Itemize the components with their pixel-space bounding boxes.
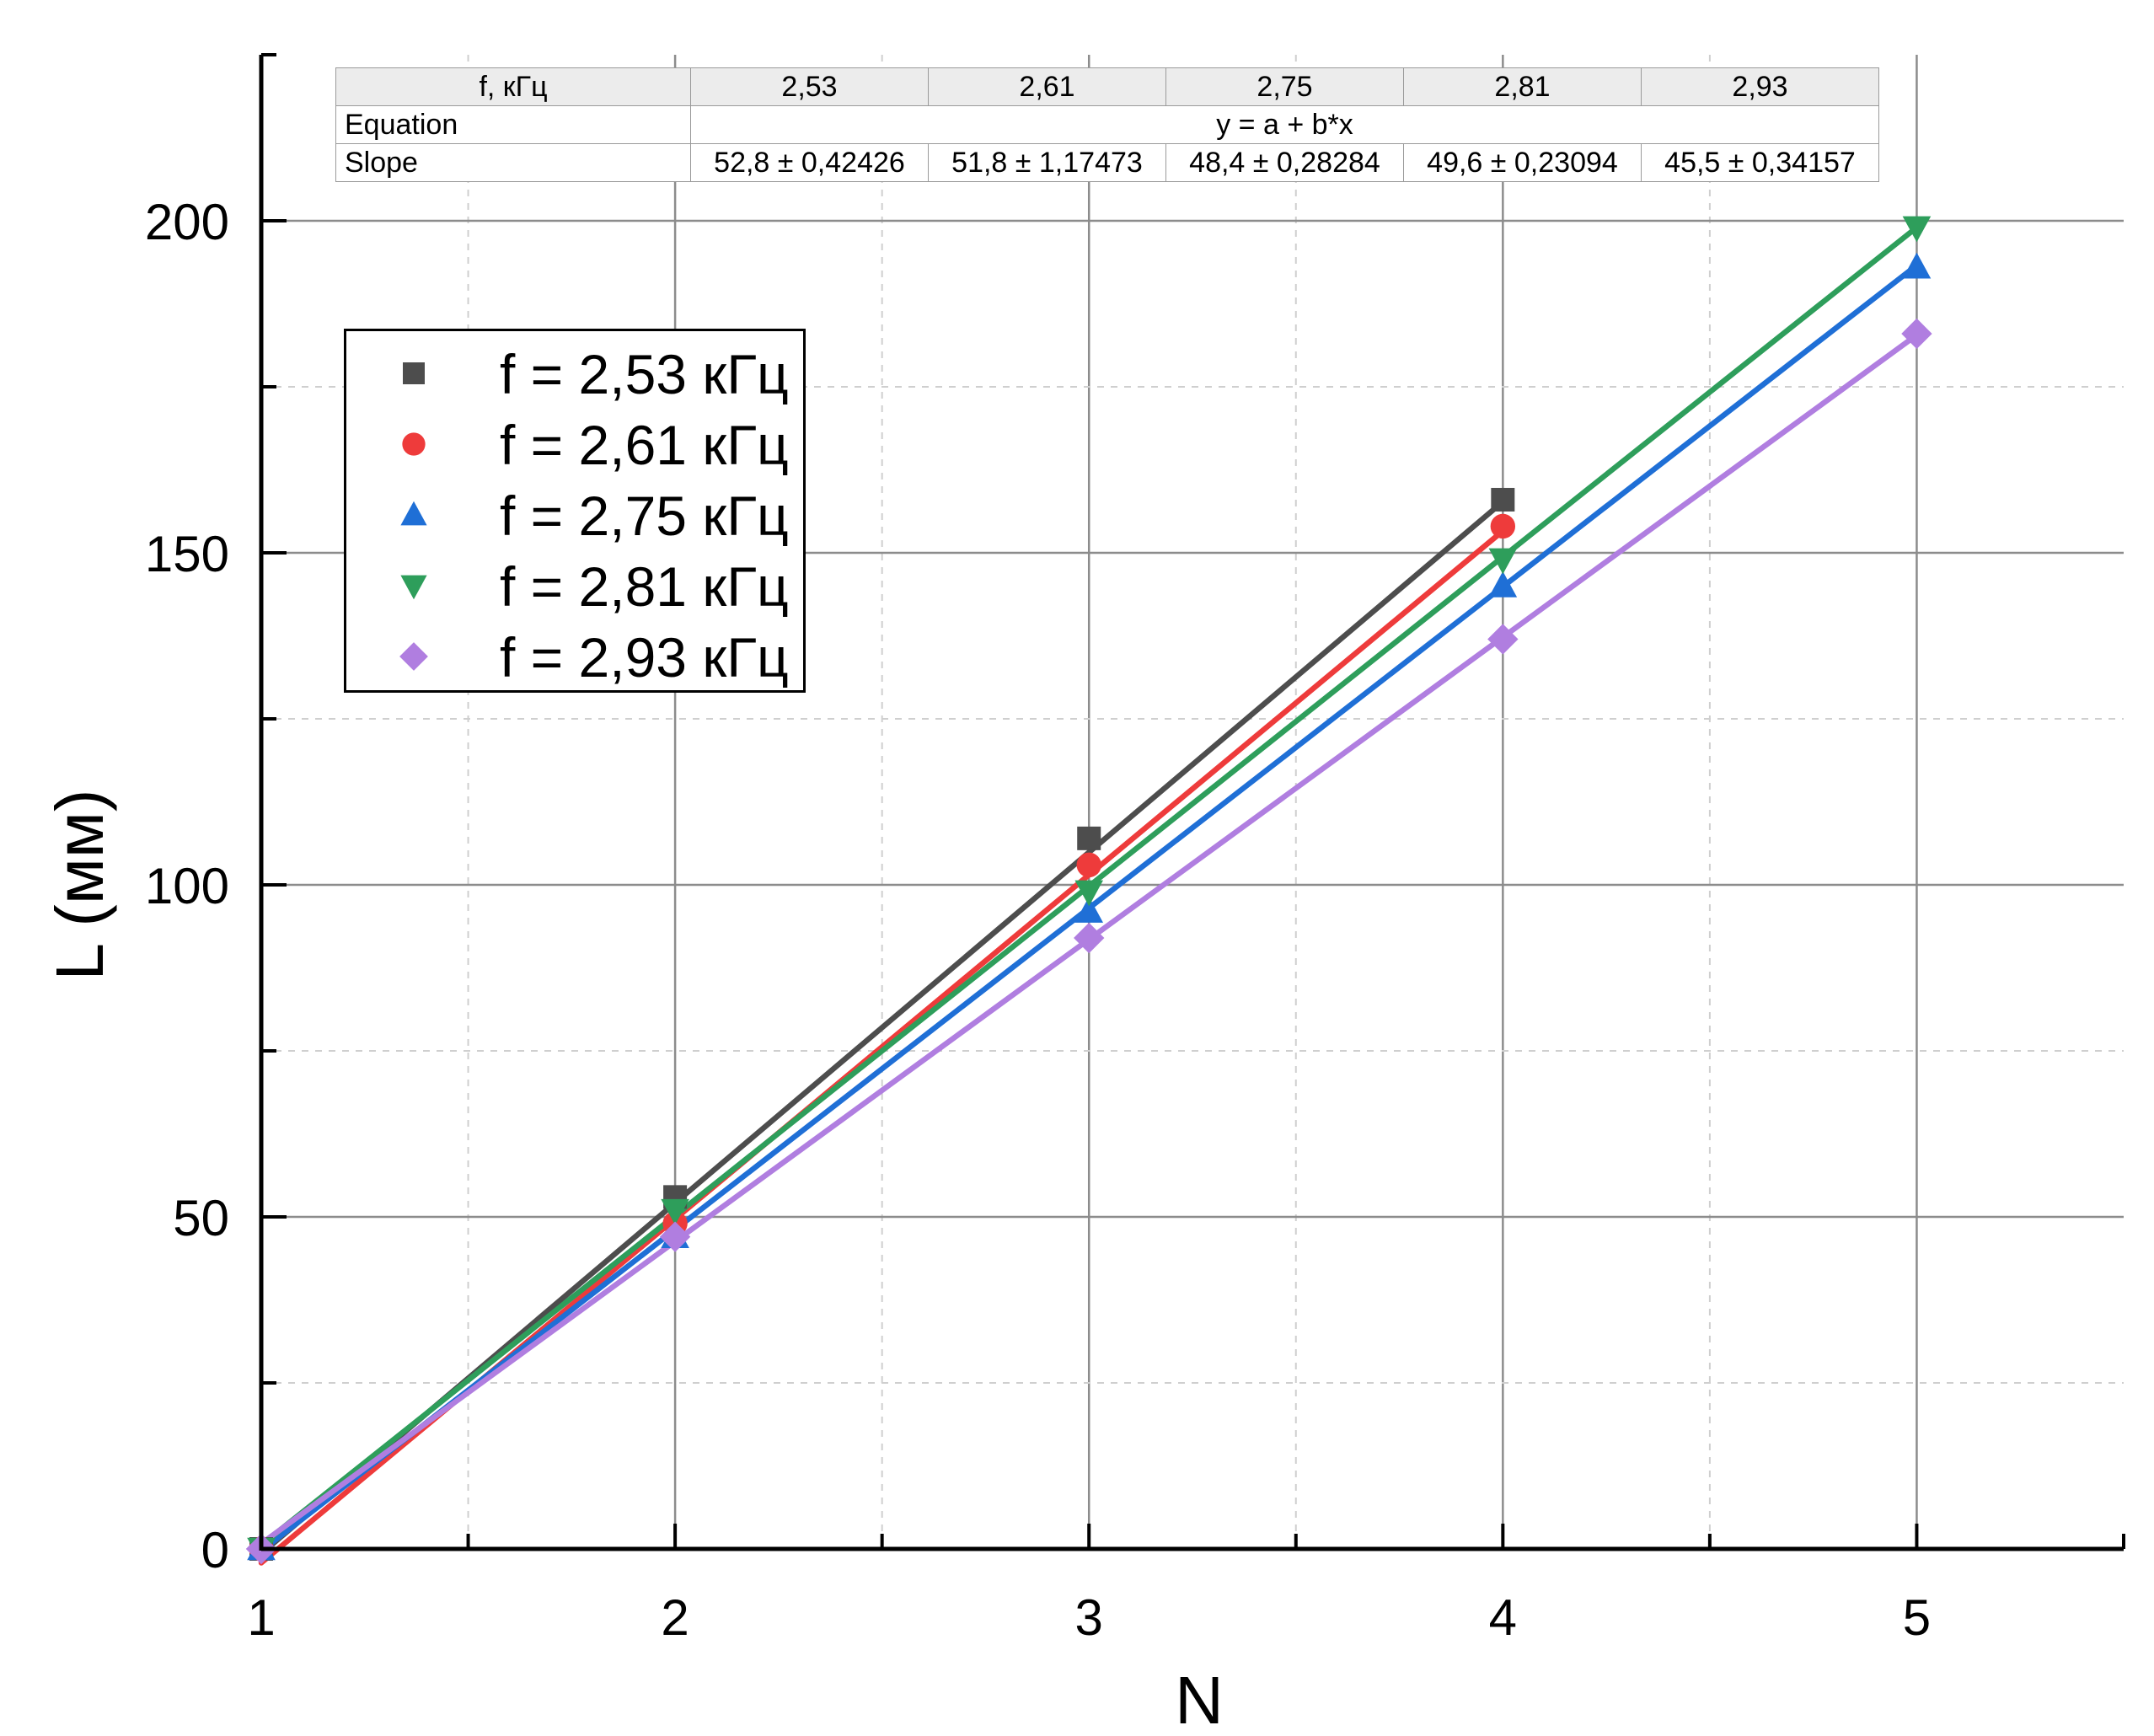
legend-swatch bbox=[400, 575, 427, 600]
data-point bbox=[1074, 880, 1104, 907]
y-tick-label: 50 bbox=[173, 1190, 229, 1246]
legend-swatch bbox=[400, 501, 427, 526]
legend-item: f = 2,93 кГц bbox=[346, 623, 803, 690]
legend-item: f = 2,61 кГц bbox=[346, 410, 803, 478]
grid-lines bbox=[261, 55, 2124, 1549]
table-header-cell: f, кГц bbox=[335, 67, 691, 106]
table-row: Slope 52,8 ± 0,42426 51,8 ± 1,17473 48,4… bbox=[335, 143, 1879, 182]
data-point bbox=[1077, 826, 1101, 850]
x-axis-title: N bbox=[1175, 1663, 1224, 1736]
legend-marker-square bbox=[403, 362, 425, 384]
legend-label: f = 2,61 кГц bbox=[500, 414, 789, 476]
y-tick-label: 150 bbox=[145, 526, 229, 582]
data-point bbox=[1074, 897, 1104, 923]
table-cell: 49,6 ± 0,23094 bbox=[1403, 143, 1642, 182]
axes bbox=[259, 53, 2125, 1551]
data-point bbox=[659, 1221, 691, 1252]
table-header-cell: 2,61 bbox=[928, 67, 1166, 106]
table-row-label: Slope bbox=[335, 143, 691, 182]
fit-results-table: f, кГц 2,53 2,61 2,75 2,81 2,93 Equation… bbox=[335, 67, 1879, 182]
legend-label: f = 2,53 кГц bbox=[500, 343, 789, 405]
data-point bbox=[1491, 487, 1515, 512]
x-tick-label: 5 bbox=[1903, 1589, 1931, 1646]
legend-marker-triangle-down bbox=[400, 575, 427, 600]
x-tick-label: 1 bbox=[247, 1589, 275, 1646]
table-row: Equation y = a + b*x bbox=[335, 105, 1879, 144]
legend-marker-triangle-up bbox=[400, 501, 427, 526]
legend: f = 2,53 кГц f = 2,61 кГц f = 2,75 кГц f… bbox=[344, 329, 806, 693]
table-cell: 51,8 ± 1,17473 bbox=[928, 143, 1166, 182]
data-point bbox=[1488, 571, 1518, 597]
legend-label: f = 2,93 кГц bbox=[500, 626, 789, 689]
legend-swatch bbox=[399, 642, 428, 671]
legend-item: f = 2,75 кГц bbox=[346, 481, 803, 549]
legend-item: f = 2,53 кГц bbox=[346, 340, 803, 407]
table-cell: 45,5 ± 0,34157 bbox=[1641, 143, 1879, 182]
table-row-label: Equation bbox=[335, 105, 691, 144]
legend-label: f = 2,81 кГц bbox=[500, 555, 789, 618]
table-cell: 52,8 ± 0,42426 bbox=[690, 143, 929, 182]
data-point bbox=[661, 1198, 689, 1225]
y-axis-title: L (мм) bbox=[42, 789, 117, 980]
data-point bbox=[1488, 548, 1518, 575]
table-row: f, кГц 2,53 2,61 2,75 2,81 2,93 bbox=[335, 67, 1879, 106]
legend-label: f = 2,75 кГц bbox=[500, 485, 789, 547]
table-header-cell: 2,75 bbox=[1165, 67, 1404, 106]
x-tick-label: 4 bbox=[1489, 1589, 1517, 1646]
data-point bbox=[1901, 318, 1932, 350]
x-tick-label: 2 bbox=[661, 1589, 689, 1646]
table-header-cell: 2,93 bbox=[1641, 67, 1879, 106]
table-cell: 48,4 ± 0,28284 bbox=[1165, 143, 1404, 182]
table-header-cell: 2,53 bbox=[690, 67, 929, 106]
legend-marker-diamond bbox=[399, 642, 428, 671]
legend-marker-circle bbox=[402, 432, 426, 456]
data-point bbox=[1902, 252, 1932, 279]
y-tick-label: 100 bbox=[145, 858, 229, 914]
y-tick-label: 200 bbox=[145, 194, 229, 250]
legend-swatch bbox=[403, 362, 425, 384]
data-point bbox=[1902, 216, 1932, 243]
x-tick-label: 3 bbox=[1075, 1589, 1103, 1646]
y-tick-label: 0 bbox=[201, 1522, 229, 1578]
data-point bbox=[1076, 852, 1101, 878]
legend-item: f = 2,81 кГц bbox=[346, 552, 803, 619]
data-point bbox=[1490, 513, 1516, 539]
table-header-cell: 2,81 bbox=[1403, 67, 1642, 106]
data-point bbox=[1487, 624, 1519, 655]
table-cell: y = a + b*x bbox=[690, 105, 1879, 144]
data-point bbox=[1074, 922, 1105, 954]
legend-swatch bbox=[402, 432, 426, 456]
